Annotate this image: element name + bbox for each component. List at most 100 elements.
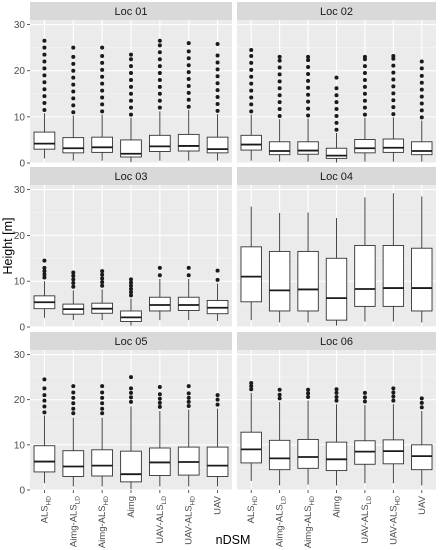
outlier-point — [215, 60, 220, 65]
outlier-point — [334, 390, 339, 395]
x-tick-label-subscript: HD — [252, 496, 259, 506]
outlier-point — [306, 391, 311, 396]
outlier-point — [391, 91, 396, 96]
outlier-point — [249, 380, 254, 385]
outlier-point — [215, 53, 220, 58]
box-3 — [297, 387, 319, 485]
x-tick-label: UAV-ALSLD — [360, 496, 373, 544]
outlier-point — [129, 399, 133, 404]
box-4 — [120, 277, 142, 326]
outlier-point — [186, 97, 191, 102]
box-7 — [411, 59, 433, 162]
panel-title: Loc 04 — [320, 171, 353, 183]
outlier-point — [186, 399, 191, 404]
box-2 — [62, 384, 85, 487]
outlier-point — [42, 80, 47, 85]
outlier-point — [42, 87, 47, 92]
panel-title: Loc 06 — [320, 336, 353, 348]
outlier-point — [334, 100, 339, 105]
outlier-point — [362, 105, 367, 110]
outlier-point — [42, 94, 47, 99]
outlier-point — [419, 80, 424, 85]
outlier-point — [186, 41, 191, 46]
x-tick-label-base: UAV — [417, 495, 428, 514]
panel-loc-02: Loc 02 — [237, 2, 436, 164]
outlier-point — [391, 70, 396, 75]
outlier-point — [129, 293, 133, 298]
x-tick-label-base: Aimg — [126, 496, 137, 518]
box-5 — [149, 265, 171, 321]
iqr-box — [120, 139, 142, 158]
box-2 — [268, 387, 291, 486]
outlier-point — [277, 392, 282, 397]
outlier-point — [157, 71, 162, 76]
outlier-point — [334, 120, 339, 125]
outlier-point — [71, 110, 76, 115]
outlier-point — [129, 77, 133, 82]
outlier-point — [249, 60, 254, 65]
outlier-point — [249, 81, 254, 86]
x-axis-title: nDSM — [216, 533, 251, 547]
y-tick-label: 0 — [19, 486, 25, 497]
outlier-point — [277, 93, 282, 98]
outlier-point — [42, 38, 47, 43]
outlier-point — [71, 270, 76, 275]
outlier-point — [277, 107, 282, 112]
iqr-box — [240, 246, 262, 303]
box-2 — [62, 270, 85, 321]
outlier-point — [306, 387, 311, 392]
outlier-point — [334, 394, 339, 399]
outlier-point — [186, 104, 191, 109]
outlier-point — [186, 384, 191, 389]
outlier-point — [42, 393, 47, 398]
box-6 — [177, 41, 200, 161]
box-4 — [120, 375, 142, 490]
y-tick-label: 10 — [14, 112, 26, 123]
x-tick-label-base: Aimg — [332, 496, 343, 518]
box-7 — [206, 268, 229, 322]
outlier-point — [391, 56, 396, 61]
y-tick-label: 30 — [14, 185, 26, 196]
outlier-point — [249, 74, 254, 79]
x-tick-label: Aimg — [332, 496, 343, 518]
outlier-point — [277, 100, 282, 105]
outlier-point — [129, 277, 133, 282]
outlier-point — [391, 63, 396, 68]
outlier-point — [129, 112, 133, 117]
iqr-box — [268, 439, 291, 471]
outlier-point — [186, 90, 191, 95]
outlier-point — [129, 52, 133, 57]
outlier-point — [419, 101, 424, 106]
box-1 — [240, 380, 262, 481]
outlier-point — [100, 401, 105, 406]
outlier-point — [100, 88, 105, 93]
y-tick-label: 20 — [14, 66, 26, 77]
iqr-box — [62, 137, 85, 154]
iqr-box — [91, 136, 113, 153]
outlier-point — [42, 73, 47, 78]
outlier-point — [362, 112, 367, 117]
outlier-point — [306, 113, 311, 118]
iqr-box — [297, 438, 319, 469]
outlier-point — [71, 273, 76, 278]
outlier-point — [277, 387, 282, 392]
box-5 — [354, 54, 376, 162]
outlier-point — [71, 82, 76, 87]
box-2 — [268, 54, 291, 162]
outlier-point — [391, 394, 396, 399]
outlier-point — [71, 54, 76, 59]
outlier-point — [215, 74, 220, 79]
outlier-point — [334, 107, 339, 112]
iqr-box — [149, 296, 171, 312]
panel-loc-04: Loc 04 — [237, 167, 436, 328]
outlier-point — [334, 387, 339, 392]
x-tick-label: Aimg-ALSLD — [275, 496, 288, 547]
outlier-point — [100, 102, 105, 107]
outlier-point — [419, 66, 424, 71]
outlier-point — [42, 275, 47, 280]
outlier-point — [157, 98, 162, 103]
outlier-point — [186, 56, 191, 61]
outlier-point — [334, 75, 339, 80]
strip-header — [30, 167, 232, 185]
outlier-point — [306, 394, 311, 399]
